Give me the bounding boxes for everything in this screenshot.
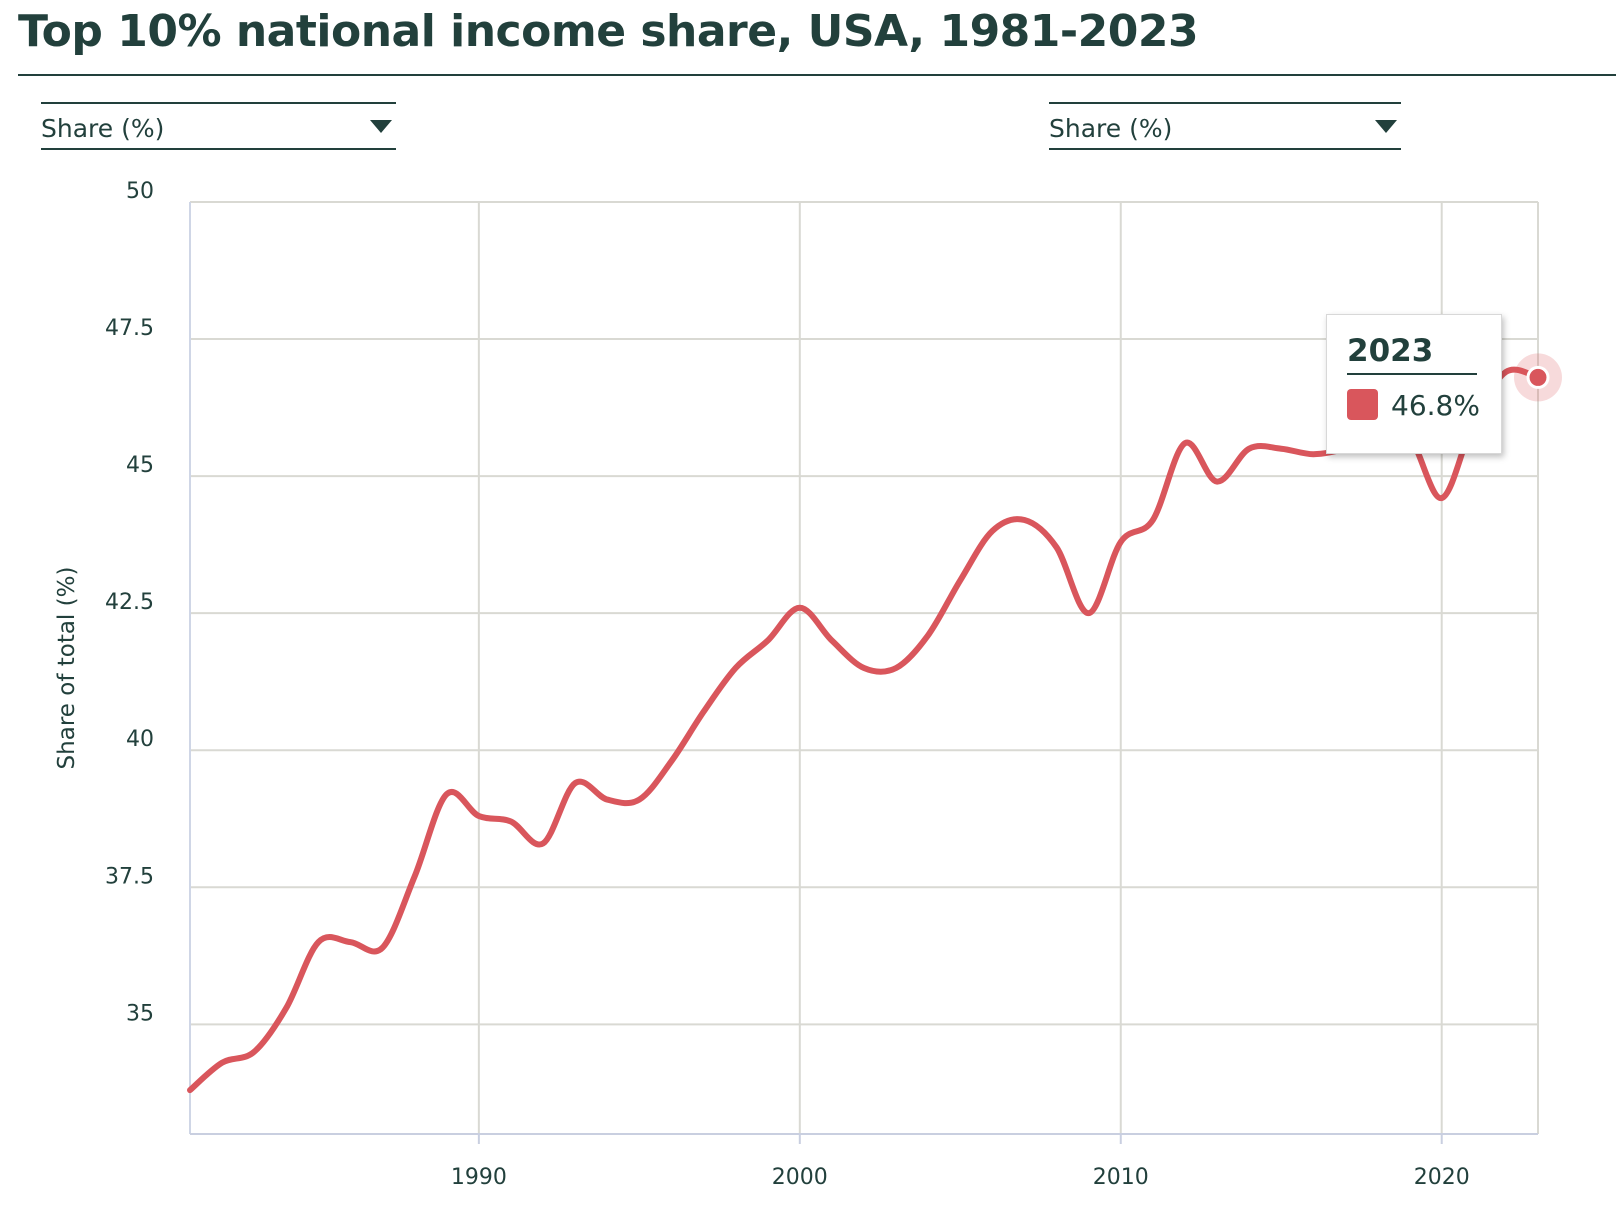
tooltip-year: 2023 [1347, 333, 1434, 369]
series [187, 353, 1562, 1094]
tooltip-divider [1347, 373, 1477, 375]
chevron-down-icon [1375, 120, 1397, 133]
left-metric-dropdown[interactable]: Share (%) [41, 102, 396, 150]
left-dropdown-label: Share (%) [41, 114, 165, 143]
x-tick-label: 2000 [772, 1165, 828, 1190]
y-tick-label: 42.5 [105, 590, 154, 615]
right-dropdown-label: Share (%) [1049, 114, 1173, 143]
chevron-down-icon [370, 120, 392, 133]
y-tick-label: 45 [126, 453, 154, 478]
y-tick-label: 50 [126, 179, 154, 204]
y-tick-label: 40 [126, 727, 154, 752]
highlight-point [1526, 365, 1550, 389]
tooltip-value: 46.8% [1391, 389, 1480, 422]
tooltip-series-swatch [1347, 389, 1378, 420]
axes: 35 37.5 40 42.5 45 47.5 50 1990 2000 2010 2020 [105, 179, 1538, 1190]
y-tick-label: 35 [126, 1001, 154, 1026]
y-axis-label: Share of total (%) [54, 567, 80, 770]
y-tick-label: 47.5 [105, 316, 154, 341]
title-divider [18, 74, 1616, 76]
x-tick-label: 1990 [451, 1165, 507, 1190]
series-line [187, 366, 1541, 1094]
right-metric-dropdown[interactable]: Share (%) [1049, 102, 1401, 150]
y-tick-label: 37.5 [105, 864, 154, 889]
chart-title: Top 10% national income share, USA, 1981… [18, 6, 1199, 57]
x-tick-label: 2010 [1093, 1165, 1149, 1190]
grid [190, 201, 1539, 1134]
data-tooltip: 2023 46.8% [1326, 314, 1502, 454]
x-tick-label: 2020 [1414, 1165, 1470, 1190]
